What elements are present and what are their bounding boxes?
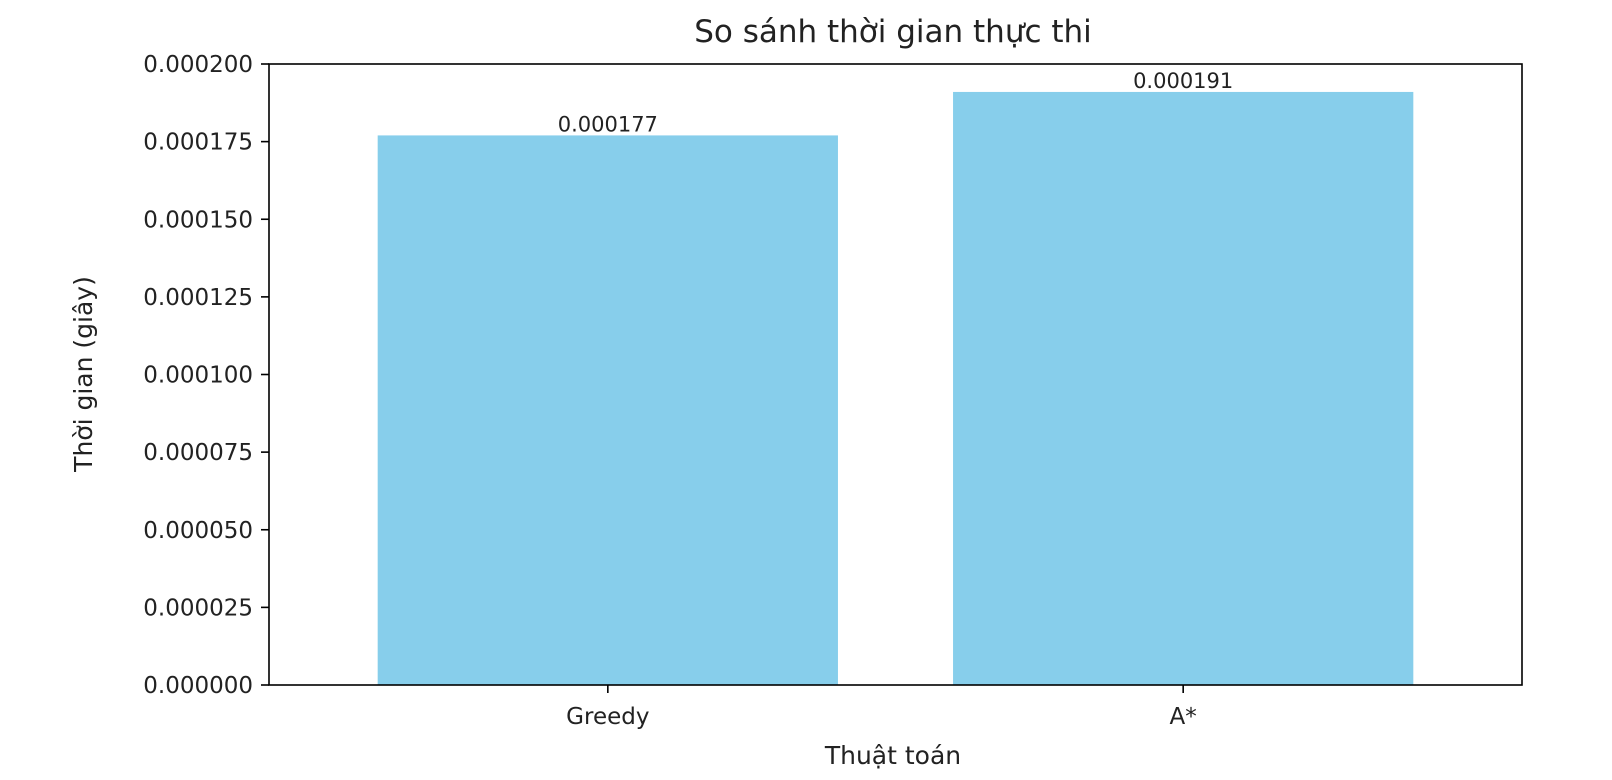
y-tick-label: 0.000000 [143, 673, 253, 699]
y-tick-label: 0.000025 [143, 595, 253, 621]
y-tick-label: 0.000050 [143, 518, 253, 544]
bar-value-label: 0.000177 [558, 112, 658, 136]
y-tick-label: 0.000175 [143, 130, 253, 156]
bars-layer: 0.000177 0.000191 [377, 69, 1414, 686]
plot-frame [268, 63, 1523, 686]
y-tick-label: 0.000100 [143, 363, 253, 389]
y-axis-label: Thời gian (giây) [69, 276, 98, 473]
x-axis: Greedy A* [566, 685, 1197, 730]
y-tick-label: 0.000150 [143, 207, 253, 233]
x-tick-label: Greedy [566, 704, 649, 730]
y-axis: 0.000000 0.000025 0.000050 0.000075 0.000100… [143, 52, 269, 699]
bar-value-label: 0.000191 [1133, 69, 1233, 93]
bar-a [953, 91, 1414, 685]
chart-title: So sánh thời gian thực thi [694, 14, 1092, 50]
x-axis-label: Thuật toán [824, 741, 961, 770]
y-tick-label: 0.000125 [143, 285, 253, 311]
y-tick-label: 0.000075 [143, 440, 253, 466]
x-tick-label: A* [1170, 704, 1197, 730]
bar-greedy [377, 135, 838, 686]
y-tick-label: 0.000200 [143, 52, 253, 78]
